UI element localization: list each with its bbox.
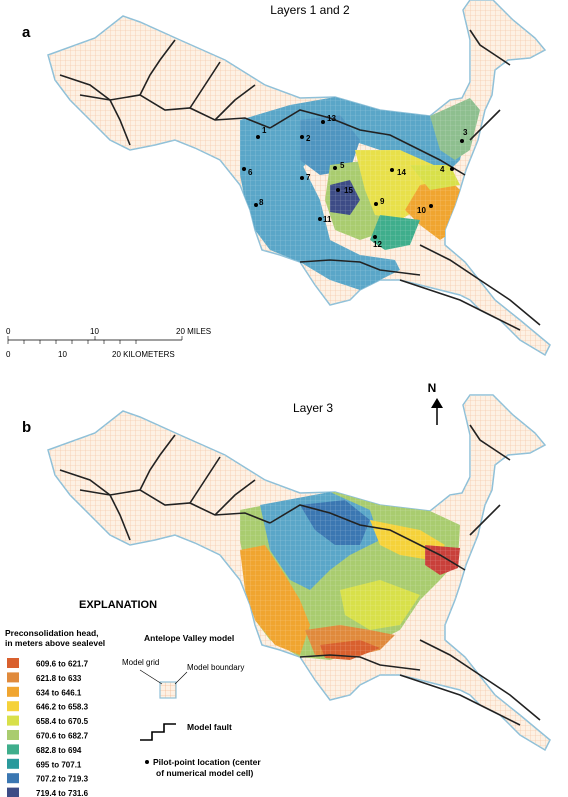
legend-grid-swatch (159, 681, 177, 699)
legend-class: 670.6 to 682.7 (7, 730, 89, 741)
panel-a-pilot-points: 1 2 3 4 5 6 7 8 9 10 11 12 13 14 15 (242, 114, 468, 249)
legend-class-label: 682.8 to 694 (36, 746, 82, 755)
panel-a-faults (59, 29, 541, 331)
legend-fault-symbol (140, 723, 176, 741)
pilot-point: 2 (300, 134, 311, 143)
legend-swatch (7, 686, 19, 697)
legend-model-title: Antelope Valley model (144, 633, 234, 643)
pilot-point: 14 (390, 168, 406, 177)
legend-class: 646.2 to 658.3 (7, 701, 89, 712)
legend-class: 695 to 707.1 (7, 758, 82, 769)
legend-pilot-1: Pilot-point location (center (153, 757, 261, 767)
legend-class-label: 609.6 to 621.7 (36, 660, 89, 669)
svg-text:4: 4 (440, 165, 445, 174)
legend-class-label: 707.2 to 719.3 (36, 775, 89, 784)
legend-swatch (7, 658, 19, 668)
scale-mi-10: 10 (90, 327, 99, 336)
pilot-point: 5 (333, 161, 345, 170)
svg-text:11: 11 (323, 215, 332, 224)
pilot-point: 15 (336, 186, 353, 195)
legend-heading: EXPLANATION (79, 599, 157, 611)
legend-swatch (7, 787, 19, 797)
svg-text:3: 3 (463, 128, 468, 137)
legend-class-label: 695 to 707.1 (36, 760, 82, 769)
svg-text:7: 7 (306, 173, 311, 182)
panel-b-faults (59, 424, 541, 726)
svg-text:12: 12 (373, 240, 382, 249)
pilot-point: 11 (318, 215, 332, 224)
legend-class: 707.2 to 719.3 (7, 773, 89, 784)
legend-swatch (7, 758, 19, 769)
pilot-point: 12 (373, 235, 382, 249)
legend-ramp-title-2: in meters above sealevel (5, 638, 105, 648)
scale-mi-0: 0 (6, 327, 11, 336)
panel-a-title: Layers 1 and 2 (270, 3, 350, 17)
legend-model-fault: Model fault (187, 722, 232, 732)
legend-class-label: 670.6 to 682.7 (36, 732, 89, 741)
scale-km-20: 20 KILOMETERS (112, 350, 175, 359)
legend-model-grid: Model grid (122, 658, 159, 667)
pilot-point: 13 (321, 114, 336, 124)
legend-model-boundary: Model boundary (187, 663, 244, 672)
legend-swatch (7, 744, 19, 755)
north-arrow-icon: N (428, 381, 443, 425)
legend-swatch (7, 701, 19, 712)
panel-b-letter: b (22, 419, 31, 436)
svg-text:2: 2 (306, 134, 311, 143)
scale-bar: 0 10 20 MILES 0 10 20 KILOMETERS (6, 327, 211, 359)
legend: EXPLANATION Preconsolidation head, in me… (5, 599, 261, 797)
pilot-point: 1 (256, 126, 267, 139)
pilot-point: 10 (417, 204, 433, 215)
svg-text:14: 14 (397, 168, 406, 177)
panel-b-title: Layer 3 (293, 401, 333, 415)
svg-text:N: N (428, 381, 437, 395)
svg-text:8: 8 (259, 198, 264, 207)
legend-class-label: 634 to 646.1 (36, 688, 82, 697)
legend-class: 719.4 to 731.6 (7, 787, 89, 797)
legend-class-label: 621.8 to 633 (36, 674, 82, 683)
scale-mi-20: 20 MILES (176, 327, 211, 336)
svg-text:5: 5 (340, 161, 345, 170)
legend-class-label: 658.4 to 670.5 (36, 717, 89, 726)
legend-class: 682.8 to 694 (7, 744, 82, 755)
svg-text:6: 6 (248, 168, 253, 177)
legend-class: 634 to 646.1 (7, 686, 82, 697)
legend-class: 609.6 to 621.7 (7, 658, 89, 669)
pilot-point: 7 (300, 173, 311, 182)
pilot-point: 4 (440, 165, 454, 174)
legend-swatch (7, 773, 19, 784)
legend-pilot-point-symbol (145, 760, 149, 764)
legend-class-label: 719.4 to 731.6 (36, 789, 89, 797)
scale-km-10: 10 (58, 350, 67, 359)
scale-km-0: 0 (6, 350, 11, 359)
svg-text:10: 10 (417, 206, 426, 215)
panel-a-letter: a (22, 24, 31, 41)
legend-swatch (7, 715, 19, 726)
pilot-point: 9 (374, 197, 385, 206)
legend-swatch (7, 672, 19, 683)
legend-swatch (7, 730, 19, 740)
svg-text:13: 13 (327, 114, 336, 123)
legend-class-label: 646.2 to 658.3 (36, 703, 89, 712)
legend-pilot-2: of numerical model cell) (156, 768, 253, 778)
svg-text:15: 15 (344, 186, 353, 195)
pilot-point: 8 (254, 198, 264, 207)
pilot-point: 3 (460, 128, 468, 143)
pilot-point: 6 (242, 167, 253, 177)
legend-class: 621.8 to 633 (7, 672, 82, 683)
svg-text:1: 1 (262, 126, 267, 135)
legend-class: 658.4 to 670.5 (7, 715, 89, 726)
svg-text:9: 9 (380, 197, 385, 206)
legend-color-ramp: 609.6 to 621.7 621.8 to 633 634 to 646.1 64… (7, 658, 89, 797)
legend-ramp-title-1: Preconsolidation head, (5, 628, 99, 638)
